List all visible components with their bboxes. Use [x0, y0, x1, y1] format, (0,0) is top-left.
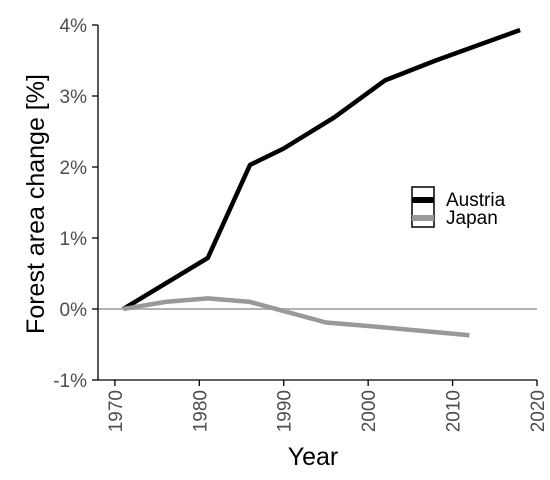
y-tick-label: 4% [60, 16, 88, 37]
y-axis: -1% 0% 1% 2% 3% 4% [53, 16, 99, 392]
y-tick-label: 1% [60, 229, 88, 250]
y-tick-label: -1% [53, 371, 87, 392]
x-tick-label: 2000 [359, 390, 380, 432]
plot-area [98, 27, 537, 338]
y-tick-label: 2% [60, 158, 88, 179]
legend-label-austria: Austria [446, 190, 506, 211]
series-line-japan [122, 296, 470, 338]
x-tick-label: 1970 [106, 390, 127, 432]
y-tick-label: 3% [60, 87, 88, 108]
x-axis: 1970 1980 1990 2000 2010 2020 [98, 379, 549, 432]
x-tick-label: 2010 [444, 390, 465, 432]
x-tick-label: 1990 [275, 390, 296, 432]
y-axis-title: Forest area change [%] [22, 74, 50, 334]
x-tick-label: 1980 [190, 390, 211, 432]
series-line-austria [122, 27, 521, 311]
x-axis-title: Year [288, 443, 339, 471]
legend: Austria Japan [411, 186, 506, 229]
legend-label-japan: Japan [446, 208, 498, 229]
x-tick-label: 2020 [528, 390, 549, 432]
y-tick-label: 0% [60, 300, 88, 321]
